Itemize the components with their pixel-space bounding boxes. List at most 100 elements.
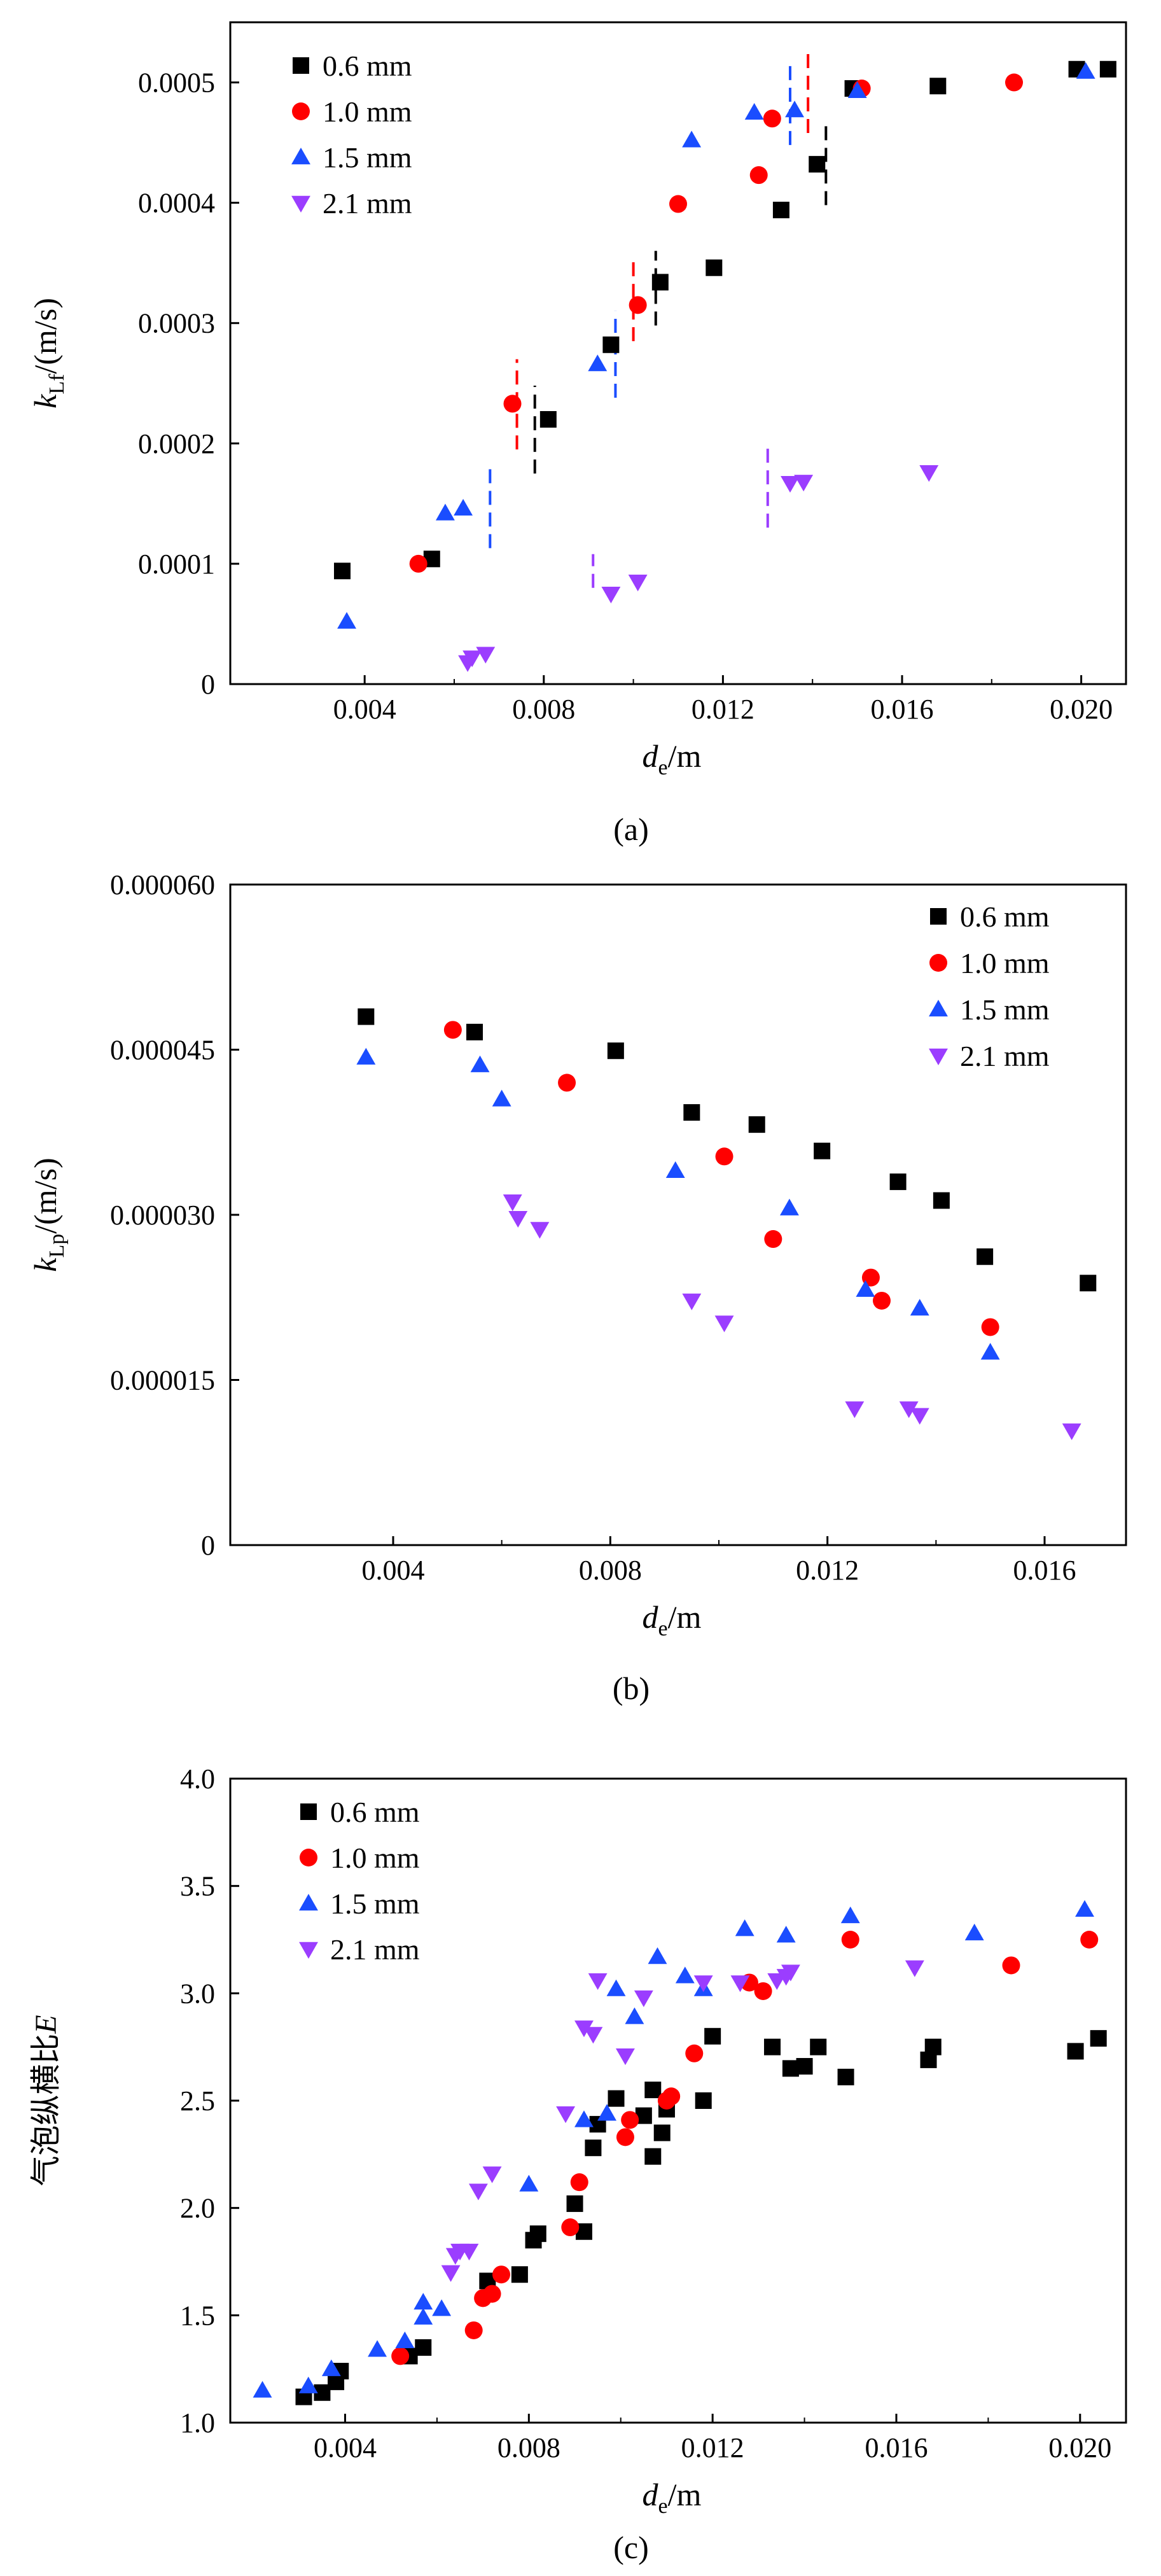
chart-panel-3: 0.004 0.008 0.012 0.016 0.020 1.0 1.5 2.0 2.5 3.0… bbox=[28, 1763, 1127, 2565]
x-tick-label: 0.004 bbox=[314, 2432, 377, 2463]
data-point bbox=[602, 336, 620, 353]
x-tick-label: 0.016 bbox=[871, 694, 934, 725]
data-point bbox=[809, 156, 826, 173]
legend-label: 1.5 mm bbox=[960, 993, 1050, 1026]
y-tick-label: 0.000045 bbox=[110, 1035, 215, 1066]
data-point bbox=[558, 1074, 576, 1092]
x-tick-label: 0.012 bbox=[692, 694, 754, 725]
data-point bbox=[683, 1104, 700, 1121]
legend: 0.6 mm 1.0 mm 1.5 mm 2.1 mm bbox=[299, 1796, 420, 1966]
data-point bbox=[1075, 1900, 1094, 1917]
data-point bbox=[574, 2110, 594, 2127]
data-point bbox=[776, 1926, 796, 1943]
data-point bbox=[435, 503, 455, 521]
data-point bbox=[607, 1042, 624, 1060]
y-tick-label: 3.5 bbox=[180, 1871, 215, 1902]
y-tick-label: 2.0 bbox=[180, 2193, 215, 2224]
data-point bbox=[470, 1055, 490, 1072]
data-point bbox=[910, 1408, 929, 1425]
data-point bbox=[748, 1116, 765, 1133]
data-point bbox=[810, 2038, 827, 2055]
data-point bbox=[754, 1982, 772, 2000]
data-point bbox=[483, 2285, 501, 2303]
data-point bbox=[744, 102, 764, 120]
data-point bbox=[1099, 60, 1116, 78]
data-point bbox=[682, 130, 702, 148]
legend-label: 1.5 mm bbox=[323, 141, 412, 174]
data-point bbox=[685, 2044, 704, 2062]
series-2-1-mm bbox=[458, 465, 939, 672]
y-tick-label: 1.0 bbox=[180, 2407, 215, 2439]
data-point bbox=[715, 1147, 733, 1166]
series-0-6-mm bbox=[295, 2027, 1107, 2405]
y-tick-label: 3.0 bbox=[180, 1978, 215, 2009]
y-tick-label: 0.0001 bbox=[138, 549, 215, 580]
y-tick-label: 0 bbox=[201, 669, 215, 700]
x-tick-label: 0.020 bbox=[1048, 2432, 1111, 2463]
legend-marker bbox=[929, 954, 947, 972]
data-point bbox=[585, 2139, 602, 2157]
data-point bbox=[503, 1194, 522, 1212]
data-point bbox=[588, 354, 608, 372]
data-point bbox=[482, 2166, 502, 2183]
legend-label: 1.0 mm bbox=[330, 1842, 420, 1874]
data-point bbox=[574, 2020, 594, 2038]
data-point bbox=[508, 1210, 528, 1228]
data-point bbox=[616, 2128, 634, 2146]
series-2-1-mm bbox=[503, 1194, 1081, 1441]
data-point bbox=[539, 411, 557, 428]
data-point bbox=[395, 2331, 415, 2349]
data-point bbox=[899, 1401, 919, 1418]
legend-label: 2.1 mm bbox=[960, 1040, 1050, 1072]
data-point bbox=[910, 1299, 929, 1316]
data-point bbox=[919, 465, 939, 482]
data-point bbox=[1067, 2043, 1084, 2060]
data-point bbox=[785, 101, 804, 118]
data-point bbox=[665, 1161, 685, 1179]
legend-marker bbox=[292, 102, 310, 120]
data-point bbox=[714, 1315, 734, 1333]
legend: 0.6 mm 1.0 mm 1.5 mm 2.1 mm bbox=[291, 50, 412, 220]
x-axis-label: de/m bbox=[643, 2477, 702, 2518]
data-point bbox=[779, 1198, 799, 1215]
chart-panel-2: 0.004 0.008 0.012 0.016 0 0.000015 0.000030 0.0… bbox=[27, 869, 1127, 1706]
data-point bbox=[1090, 2030, 1107, 2047]
data-point bbox=[358, 1008, 375, 1025]
data-point bbox=[735, 1919, 754, 1936]
legend-marker bbox=[300, 1803, 317, 1820]
data-point bbox=[601, 586, 621, 604]
x-tick-label: 0.020 bbox=[1050, 694, 1113, 725]
data-point bbox=[675, 1966, 695, 1984]
data-point bbox=[464, 2321, 483, 2339]
data-point bbox=[1080, 1275, 1097, 1292]
data-point bbox=[977, 1248, 994, 1265]
series-1-5-mm bbox=[356, 1047, 1000, 1360]
data-point bbox=[459, 2243, 479, 2261]
x-tick-label: 0.012 bbox=[681, 2432, 744, 2463]
data-point bbox=[409, 554, 428, 573]
data-point bbox=[764, 1230, 782, 1249]
data-point bbox=[566, 2195, 583, 2212]
series-0-6-mm bbox=[334, 60, 1116, 580]
data-point bbox=[794, 475, 814, 492]
legend-marker bbox=[299, 1894, 318, 1911]
series-1-5-mm bbox=[337, 62, 1095, 629]
y-tick-label: 0.000030 bbox=[110, 1200, 215, 1231]
data-point bbox=[682, 1293, 702, 1310]
panel-label: (b) bbox=[613, 1670, 650, 1706]
data-point bbox=[476, 647, 496, 664]
legend-label: 0.6 mm bbox=[960, 900, 1050, 933]
data-point bbox=[634, 1990, 653, 2008]
data-point bbox=[321, 2359, 341, 2376]
data-point bbox=[1062, 1423, 1081, 1441]
data-point bbox=[905, 1960, 924, 1977]
legend-label: 0.6 mm bbox=[323, 50, 412, 82]
data-point bbox=[837, 2068, 854, 2085]
data-point bbox=[1002, 1956, 1020, 1975]
x-tick-label: 0.008 bbox=[497, 2432, 560, 2463]
data-point bbox=[588, 1973, 608, 1991]
data-point bbox=[730, 1975, 750, 1992]
data-point bbox=[981, 1318, 999, 1336]
data-point bbox=[873, 1291, 891, 1310]
